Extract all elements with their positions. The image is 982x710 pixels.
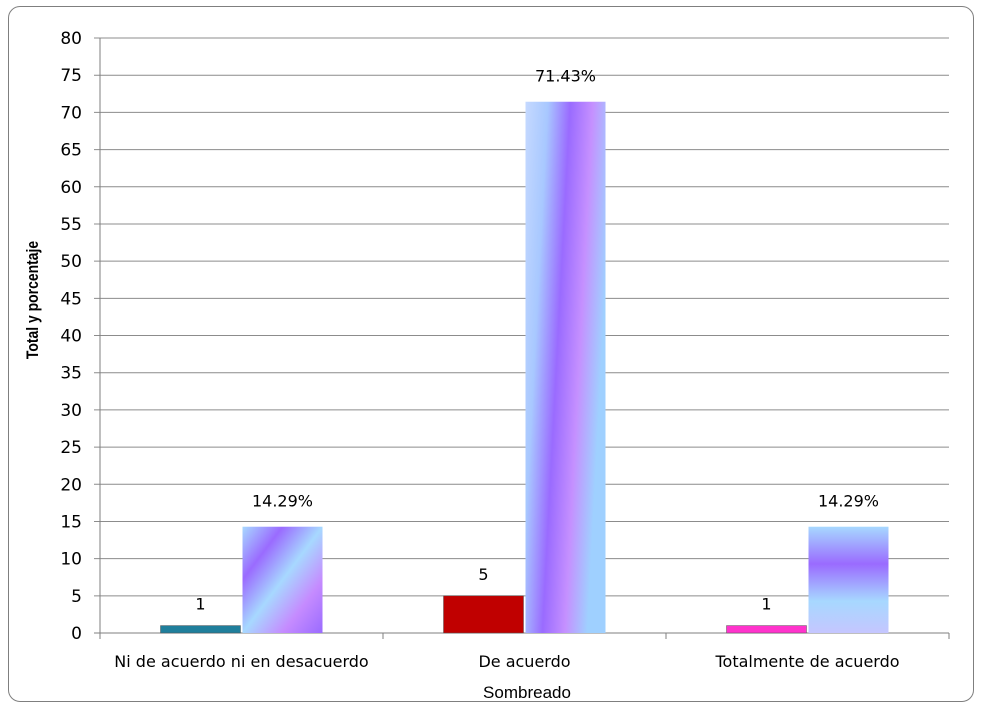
y-tick-label: 25 <box>60 438 82 458</box>
y-axis-title: Total y porcentaje <box>24 241 43 359</box>
data-label: 1 <box>195 595 205 614</box>
data-label: 14.29% <box>252 492 313 511</box>
y-tick-label: 35 <box>60 364 82 384</box>
y-tick-label: 80 <box>60 29 82 49</box>
y-tick-label: 50 <box>60 252 82 272</box>
y-tick-label: 15 <box>60 512 82 532</box>
data-label: 71.43% <box>535 67 596 86</box>
y-tick-label: 75 <box>60 66 82 86</box>
y-tick-label: 20 <box>60 475 82 495</box>
data-label: 5 <box>478 565 488 584</box>
x-axis-title: Sombreado <box>483 683 571 702</box>
bar <box>808 526 889 633</box>
x-category-labels: Ni de acuerdo ni en desacuerdo De acuerdo… <box>114 652 899 671</box>
x-category-label: Ni de acuerdo ni en desacuerdo <box>114 652 368 671</box>
bar <box>525 101 606 633</box>
bars <box>160 101 889 634</box>
y-tick-label: 0 <box>71 624 82 644</box>
bar <box>242 526 323 633</box>
x-category-label: De acuerdo <box>478 652 570 671</box>
y-tick-label: 30 <box>60 401 82 421</box>
x-category-label: Totalmente de acuerdo <box>714 652 899 671</box>
bar <box>443 595 524 634</box>
y-tick-labels: 0 5 10 15 20 25 30 35 40 45 50 55 60 65 70 75 80 <box>60 29 82 644</box>
y-tick-label: 10 <box>60 550 82 570</box>
bar <box>726 625 807 634</box>
y-tick-label: 40 <box>60 327 82 347</box>
y-tick-label: 65 <box>60 141 82 161</box>
y-tick-label: 70 <box>60 103 82 123</box>
y-tick-label: 55 <box>60 215 82 235</box>
bar <box>160 625 241 634</box>
data-label: 1 <box>761 595 771 614</box>
y-tick-label: 5 <box>71 587 82 607</box>
y-tick-label: 60 <box>60 178 82 198</box>
data-labels: 1 14.29% 5 71.43% 1 14.29% <box>195 67 879 614</box>
data-label: 14.29% <box>818 492 879 511</box>
y-tick-label: 45 <box>60 289 82 309</box>
